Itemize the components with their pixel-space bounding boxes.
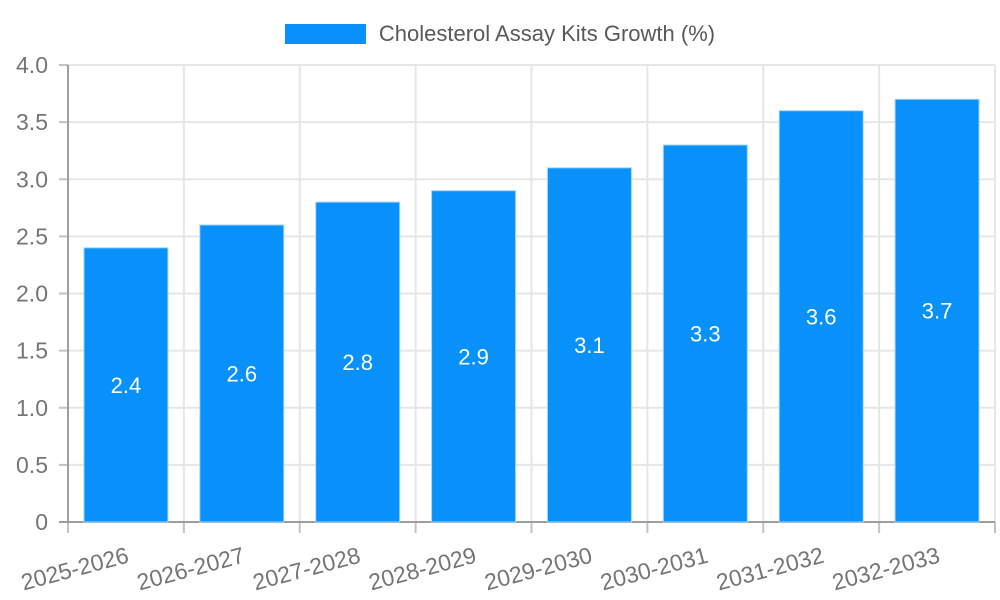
bar-2031-2032[interactable] bbox=[778, 110, 864, 523]
y-tick-label: 0 bbox=[35, 509, 48, 535]
bar-2027-2028[interactable] bbox=[315, 201, 401, 523]
x-tick-label: 2028-2029 bbox=[366, 542, 479, 596]
bar-value-label: 2.6 bbox=[227, 361, 258, 386]
y-tick-label: 1.0 bbox=[16, 395, 48, 421]
bar-2032-2033[interactable] bbox=[894, 98, 980, 523]
legend-label: Cholesterol Assay Kits Growth (%) bbox=[378, 21, 716, 46]
y-tick-label: 2.0 bbox=[16, 281, 48, 307]
bar-value-label: 3.3 bbox=[690, 321, 721, 346]
y-tick-label: 3.0 bbox=[16, 166, 48, 192]
bar-value-label: 2.4 bbox=[111, 373, 142, 398]
bar-2029-2030[interactable] bbox=[546, 167, 632, 523]
bar-2025-2026[interactable] bbox=[83, 247, 169, 523]
bar-2026-2027[interactable] bbox=[199, 224, 285, 523]
x-tick-label: 2032-2033 bbox=[829, 542, 942, 596]
bar-value-label: 3.6 bbox=[806, 304, 837, 329]
x-tick-label: 2025-2026 bbox=[18, 542, 131, 596]
chart-legend[interactable]: Cholesterol Assay Kits Growth (%) bbox=[0, 21, 1000, 47]
legend-swatch-icon bbox=[284, 24, 366, 44]
bar-value-label: 3.7 bbox=[922, 299, 953, 324]
bar-2028-2029[interactable] bbox=[431, 190, 517, 523]
x-tick-label: 2031-2032 bbox=[714, 542, 827, 596]
y-tick-label: 2.5 bbox=[16, 223, 48, 249]
y-tick-label: 3.5 bbox=[16, 109, 48, 135]
x-tick-label: 2030-2031 bbox=[598, 542, 711, 596]
bar-2030-2031[interactable] bbox=[662, 144, 748, 523]
y-tick-label: 4.0 bbox=[16, 52, 48, 78]
bar-value-label: 2.9 bbox=[458, 344, 489, 369]
x-tick-label: 2027-2028 bbox=[250, 542, 363, 596]
y-tick-label: 0.5 bbox=[16, 452, 48, 478]
y-tick-label: 1.5 bbox=[16, 338, 48, 364]
x-tick-label: 2026-2027 bbox=[134, 542, 247, 596]
bar-value-label: 2.8 bbox=[342, 350, 373, 375]
bar-value-label: 3.1 bbox=[574, 333, 605, 358]
x-tick-label: 2029-2030 bbox=[482, 542, 595, 596]
